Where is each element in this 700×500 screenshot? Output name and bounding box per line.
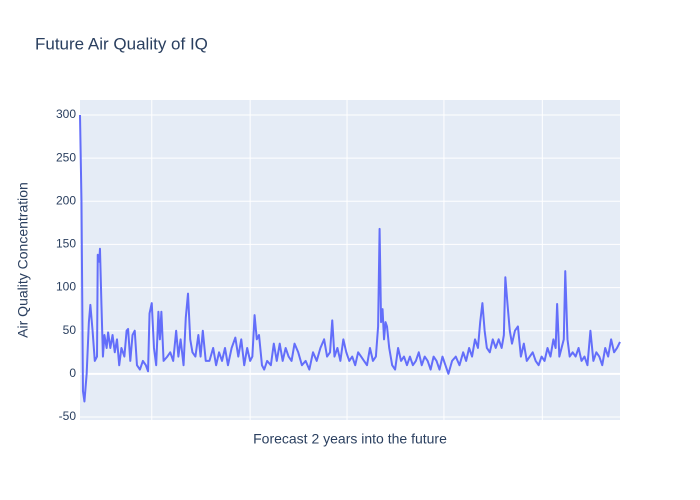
chart-title: Future Air Quality of IQ — [35, 34, 208, 53]
line — [79, 114, 621, 403]
y-tick-label: 150 — [56, 237, 76, 251]
y-tick-label: -50 — [59, 409, 77, 423]
marks — [79, 114, 621, 403]
y-tick-label: 250 — [56, 150, 76, 164]
y-tick-label: 100 — [56, 280, 76, 294]
y-axis-label: Air Quality Concentration — [15, 182, 31, 338]
y-tick-label: 50 — [63, 323, 77, 337]
y-tick-label: 0 — [69, 366, 76, 380]
y-tick-label: 200 — [56, 193, 76, 207]
plot-area — [80, 100, 620, 420]
x-axis-label: Forecast 2 years into the future — [253, 431, 447, 447]
y-tick-label: 300 — [56, 107, 76, 121]
grid — [80, 100, 620, 420]
